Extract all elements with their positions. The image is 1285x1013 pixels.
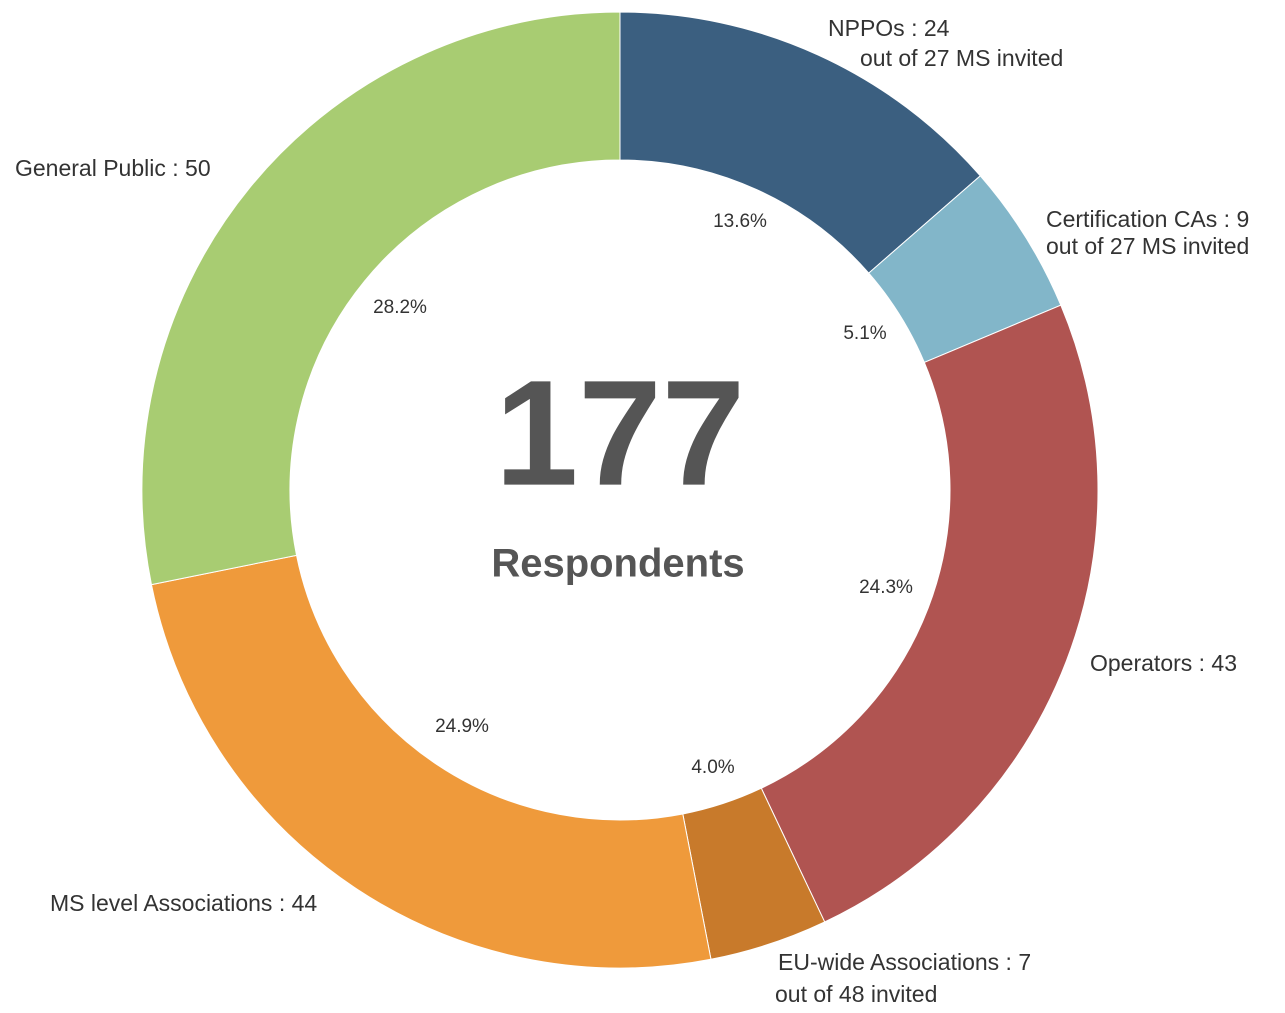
category-label: General Public : 50 [15, 155, 211, 181]
value-label: 24.3% [859, 577, 913, 598]
center-value: 177 [495, 349, 745, 517]
category-label: MS level Associations : 44 [50, 890, 317, 916]
category-sublabel: out of 48 invited [775, 981, 937, 1007]
value-label: 4.0% [691, 757, 734, 778]
category-label: NPPOs : 24 [828, 15, 950, 41]
value-label: 13.6% [713, 211, 767, 232]
donut-slice [150, 554, 712, 969]
category-sublabel: out of 27 MS invited [1046, 233, 1249, 259]
value-label: 24.9% [435, 716, 489, 737]
category-label: Operators : 43 [1090, 650, 1237, 676]
donut-slice [141, 11, 621, 586]
category-label: Certification CAs : 9 [1046, 206, 1249, 232]
value-label: 28.2% [373, 297, 427, 318]
donut-slice [760, 304, 1099, 923]
center-label: Respondents [491, 542, 744, 586]
category-label: EU-wide Associations : 7 [778, 949, 1031, 975]
category-sublabel: out of 27 MS invited [860, 45, 1063, 71]
value-label: 5.1% [843, 323, 886, 344]
